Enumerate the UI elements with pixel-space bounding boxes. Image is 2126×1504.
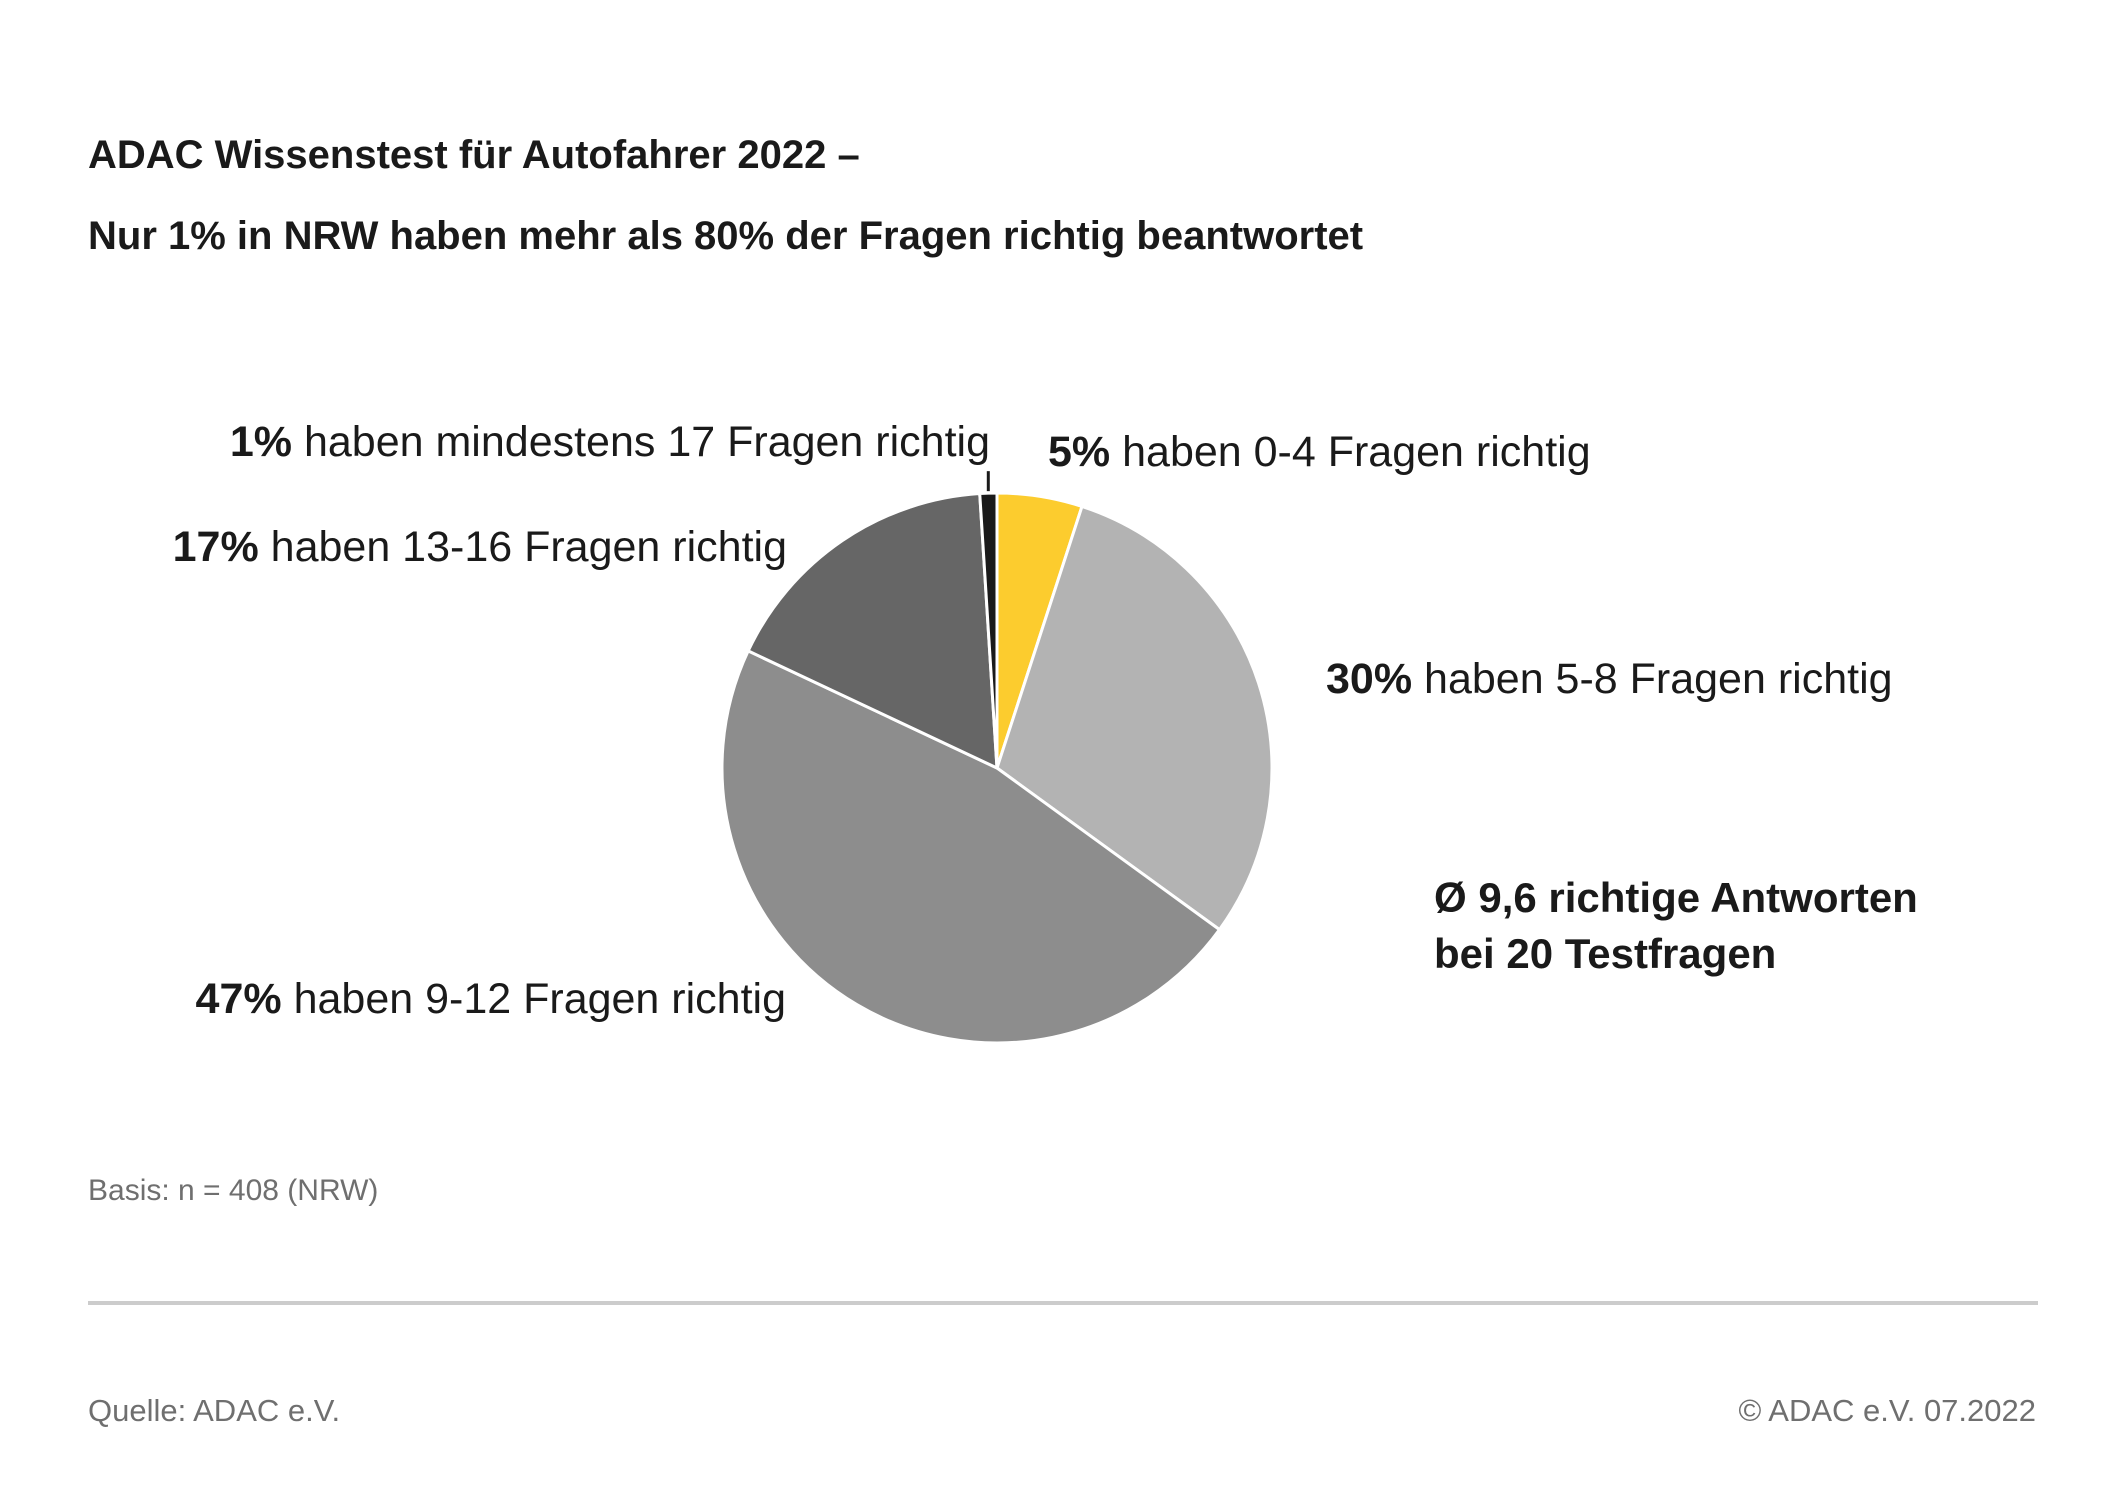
footer-divider [88,1301,2038,1305]
slice-label-9-12: 47% haben 9-12 Fragen richtig [0,972,786,1026]
slice-label-pct: 5% [1048,428,1111,476]
pie-chart [720,471,1274,1045]
source-note: Quelle: ADAC e.V. [88,1393,341,1428]
slice-label-text: haben 0-4 Fragen richtig [1122,428,1591,476]
chart-title: ADAC Wissenstest für Autofahrer 2022 – [88,133,860,177]
slice-label-text: haben mindestens 17 Fragen richtig [303,418,990,466]
average-annotation: Ø 9,6 richtige Antworten bei 20 Testfrag… [1434,870,1918,982]
pie-slice-5-8 [995,504,1274,932]
pie-slice-17-plus [978,491,999,769]
slice-label-pct: 17% [172,523,259,571]
slice-label-0-4: 5% haben 0-4 Fragen richtig [1048,425,1591,479]
slice-label-pct: 1% [229,418,293,466]
slice-label-pct: 30% [1326,655,1413,703]
sample-basis-note: Basis: n = 408 (NRW) [88,1174,379,1207]
average-annotation-line2: bei 20 Testfragen [1434,930,1777,977]
average-annotation-line1: Ø 9,6 richtige Antworten [1434,874,1918,921]
slice-label-text: haben 9-12 Fragen richtig [293,975,786,1023]
slice-label-13-16: 17% haben 13-16 Fragen richtig [0,520,787,574]
pie-slice-13-16 [746,491,999,771]
pie-slice-9-12 [720,648,1222,1045]
chart-subtitle: Nur 1% in NRW haben mehr als 80% der Fra… [88,214,1364,258]
slice-label-text: haben 5-8 Fragen richtig [1424,655,1893,703]
pie-slices [720,491,1274,1045]
slice-label-text: haben 13-16 Fragen richtig [270,523,787,571]
slice-label-17-plus: 1% haben mindestens 17 Fragen richtig [0,415,990,469]
slice-label-5-8: 30% haben 5-8 Fragen richtig [1326,652,1893,706]
slice-label-pct: 47% [195,975,282,1023]
copyright-note: © ADAC e.V. 07.2022 [1738,1393,2036,1428]
